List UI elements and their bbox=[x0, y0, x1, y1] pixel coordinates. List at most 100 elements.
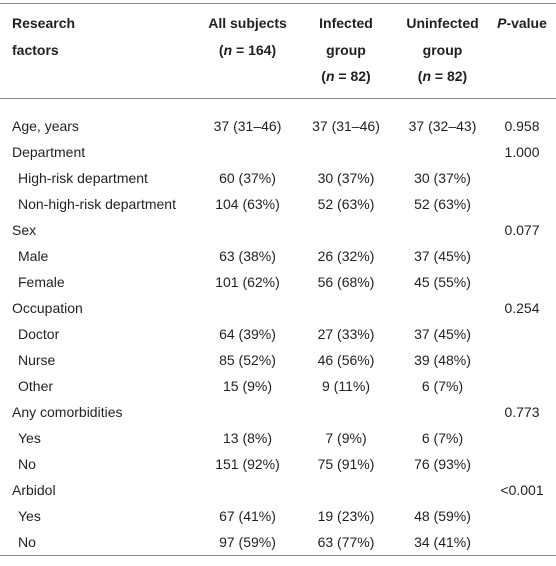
header-line: All subjects bbox=[200, 10, 295, 37]
header-line: (n = 164) bbox=[200, 37, 295, 64]
table-row: Yes 67 (41%) 19 (23%) 48 (59%) bbox=[0, 503, 556, 529]
row-label: Male bbox=[18, 247, 49, 264]
header-line: Infected bbox=[295, 10, 397, 37]
table-row: Yes 13 (8%) 7 (9%) 6 (7%) bbox=[0, 425, 556, 451]
empty-cell bbox=[200, 295, 295, 321]
row-label: Sex bbox=[12, 221, 37, 238]
header-text: n bbox=[223, 41, 233, 58]
table-row: No 151 (92%) 75 (91%) 76 (93%) bbox=[0, 451, 556, 477]
header-line: (n = 82) bbox=[295, 63, 397, 90]
header-row: Research factors All subjects (n = 164) Infe… bbox=[0, 3, 556, 99]
empty-cell bbox=[488, 503, 556, 529]
table-header: Research factors All subjects (n = 164) Infe… bbox=[0, 3, 556, 99]
value-cell: 75 (91%) bbox=[317, 455, 375, 472]
table-row: Department 1.000 bbox=[0, 139, 556, 165]
header-text: = 164) bbox=[232, 41, 277, 58]
empty-cell bbox=[488, 529, 556, 556]
value-cell: 151 (92%) bbox=[215, 455, 280, 472]
empty-cell bbox=[397, 139, 488, 165]
value-cell: 76 (93%) bbox=[414, 455, 471, 472]
empty-cell bbox=[200, 477, 295, 503]
row-label: Occupation bbox=[12, 299, 83, 316]
p-value: <0.001 bbox=[500, 481, 544, 498]
header-text: Uninfected bbox=[406, 15, 479, 31]
empty-cell bbox=[488, 451, 556, 477]
value-cell: 6 (7%) bbox=[421, 377, 464, 394]
value-cell: 101 (62%) bbox=[215, 273, 280, 290]
empty-cell bbox=[488, 347, 556, 373]
header-line: group bbox=[295, 37, 397, 64]
empty-cell bbox=[488, 243, 556, 269]
header-line: P-value bbox=[488, 10, 556, 37]
empty-cell bbox=[488, 373, 556, 399]
header-line: (n = 82) bbox=[397, 63, 488, 90]
empty-cell bbox=[200, 139, 295, 165]
table-row: Female 101 (62%) 56 (68%) 45 (55%) bbox=[0, 269, 556, 295]
row-label: Department bbox=[12, 143, 86, 160]
value-cell: 27 (33%) bbox=[317, 325, 375, 342]
p-value: 0.958 bbox=[504, 117, 540, 134]
header-text: n bbox=[325, 68, 335, 84]
row-label: Nurse bbox=[18, 351, 56, 368]
empty-cell bbox=[397, 477, 488, 503]
empty-cell bbox=[295, 139, 397, 165]
empty-cell bbox=[397, 399, 488, 425]
value-cell: 48 (59%) bbox=[414, 507, 471, 524]
value-cell: 7 (9%) bbox=[325, 429, 367, 446]
value-cell: 45 (55%) bbox=[414, 273, 471, 290]
value-cell: 85 (52%) bbox=[219, 351, 276, 368]
value-cell: 52 (63%) bbox=[317, 195, 375, 212]
value-cell: 64 (39%) bbox=[219, 325, 276, 342]
value-cell: 37 (31–46) bbox=[312, 117, 380, 134]
header-text: -value bbox=[506, 15, 547, 31]
row-label: Arbidol bbox=[12, 481, 56, 498]
row-label: Yes bbox=[18, 429, 41, 446]
value-cell: 15 (9%) bbox=[222, 377, 273, 394]
table-row: Arbidol <0.001 bbox=[0, 477, 556, 503]
value-cell: 9 (11%) bbox=[322, 377, 370, 394]
value-cell: 37 (32–43) bbox=[408, 117, 477, 134]
row-label: Any comorbidities bbox=[12, 403, 123, 420]
value-cell: 39 (48%) bbox=[414, 351, 471, 368]
empty-cell bbox=[295, 399, 397, 425]
header-text: Research bbox=[12, 15, 76, 31]
value-cell: 37 (45%) bbox=[414, 247, 471, 264]
empty-cell bbox=[397, 295, 488, 321]
table-row: Sex 0.077 bbox=[0, 217, 556, 243]
value-cell: 52 (63%) bbox=[414, 195, 471, 212]
table-row: Male 63 (38%) 26 (32%) 37 (45%) bbox=[0, 243, 556, 269]
header-cell: Infected group (n = 82) bbox=[295, 4, 397, 99]
row-label: Other bbox=[18, 377, 54, 394]
value-cell: 13 (8%) bbox=[222, 429, 273, 446]
empty-cell bbox=[200, 399, 295, 425]
header-line: Research bbox=[12, 10, 200, 37]
header-cell: Uninfected group (n = 82) bbox=[397, 4, 488, 99]
value-cell: 46 (56%) bbox=[317, 351, 375, 368]
data-table: Research factors All subjects (n = 164) Infe… bbox=[0, 3, 556, 556]
empty-cell bbox=[397, 217, 488, 243]
empty-cell bbox=[488, 269, 556, 295]
value-cell: 6 (7%) bbox=[421, 429, 464, 446]
p-value: 1.000 bbox=[504, 143, 540, 160]
table-row: Non-high-risk department 104 (63%) 52 (63%… bbox=[0, 191, 556, 217]
row-label: Yes bbox=[18, 507, 41, 524]
value-cell: 67 (41%) bbox=[219, 507, 276, 524]
value-cell: 104 (63%) bbox=[215, 195, 280, 212]
value-cell: 37 (45%) bbox=[414, 325, 471, 342]
p-value: 0.773 bbox=[504, 403, 540, 420]
empty-cell bbox=[488, 321, 556, 347]
table-row: High-risk department 60 (37%) 30 (37%) 30 (… bbox=[0, 165, 556, 191]
header-text: All subjects bbox=[208, 15, 287, 31]
row-label: No bbox=[18, 455, 36, 472]
row-label: Female bbox=[18, 273, 65, 290]
row-label: Non-high-risk department bbox=[18, 195, 176, 212]
header-line: factors bbox=[12, 37, 200, 64]
table-row: Any comorbidities 0.773 bbox=[0, 399, 556, 425]
row-label: Age, years bbox=[12, 117, 79, 134]
value-cell: 37 (31–46) bbox=[213, 117, 282, 134]
empty-cell bbox=[488, 191, 556, 217]
table-body: Age, years 37 (31–46) 37 (31–46) 37 (32–43)… bbox=[0, 98, 556, 555]
empty-cell bbox=[488, 425, 556, 451]
value-cell: 34 (41%) bbox=[414, 533, 471, 550]
header-text: group bbox=[422, 41, 463, 58]
